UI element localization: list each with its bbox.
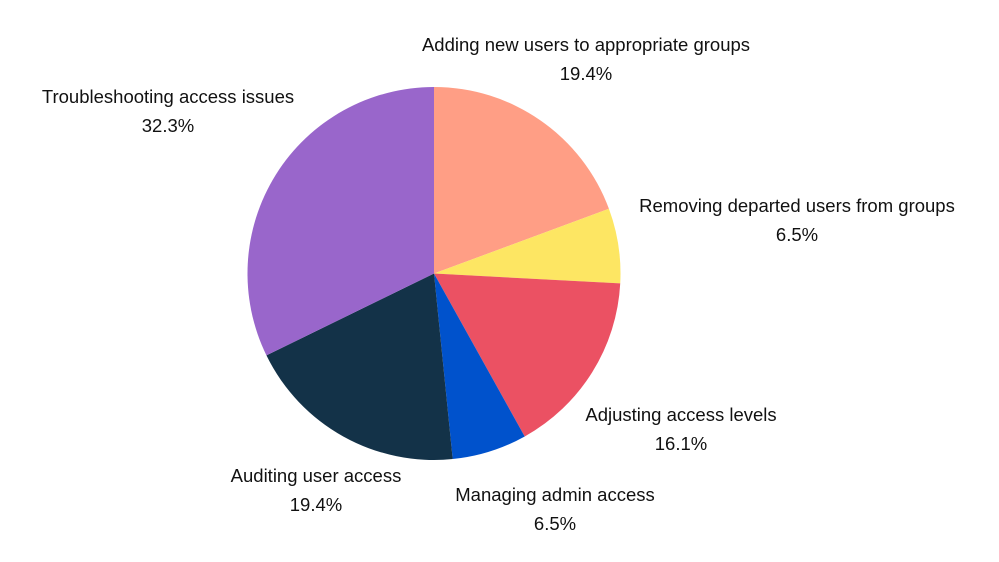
label-troubleshooting-access-issues: Troubleshooting access issues 32.3% [42, 82, 294, 140]
label-managing-admin-access: Managing admin access 6.5% [455, 480, 655, 538]
slice-value: 32.3% [141, 115, 195, 136]
slice-value: 19.4% [559, 63, 613, 84]
slice-label: Troubleshooting access issues [41, 86, 295, 107]
slice-label: Adjusting access levels [585, 404, 777, 425]
slice-value: 16.1% [654, 433, 708, 454]
slice-value: 19.4% [289, 494, 343, 515]
slice-label: Auditing user access [230, 465, 402, 486]
pie-slice-1 [434, 208, 621, 284]
slice-value: 6.5% [533, 513, 577, 534]
slice-label: Managing admin access [455, 484, 655, 505]
pie-slice-3 [434, 273, 525, 460]
pie-slice-5 [247, 87, 434, 356]
slice-value: 6.5% [775, 224, 819, 245]
pie-slice-0 [434, 87, 609, 274]
label-adjusting-access-levels: Adjusting access levels 16.1% [585, 400, 776, 458]
label-auditing-user-access: Auditing user access 19.4% [231, 461, 402, 519]
pie-slice-4 [266, 273, 453, 460]
slice-label: Adding new users to appropriate groups [421, 34, 751, 55]
slice-label: Removing departed users from groups [639, 195, 955, 216]
label-removing-departed-users: Removing departed users from groups 6.5% [639, 191, 955, 249]
pie-slice-2 [434, 273, 621, 437]
label-adding-new-users: Adding new users to appropriate groups 1… [422, 30, 750, 88]
